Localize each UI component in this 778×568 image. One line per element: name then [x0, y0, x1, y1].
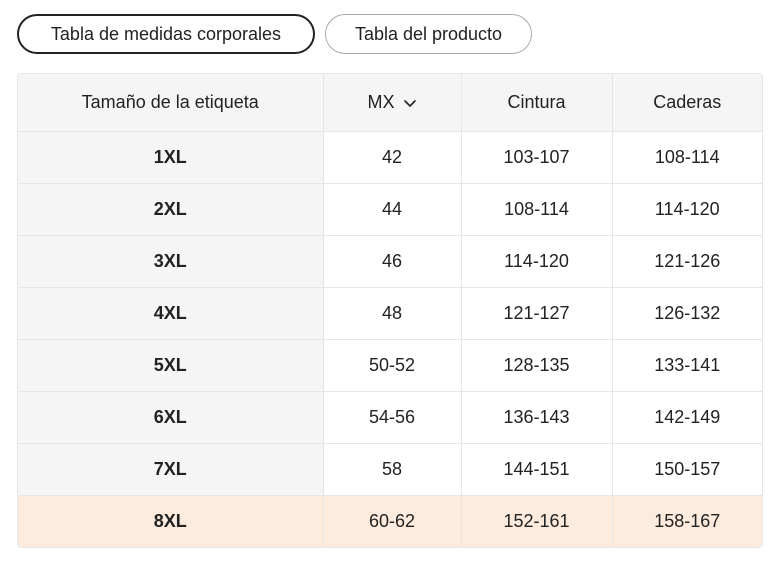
header-hips: Caderas	[611, 74, 762, 132]
row-size-label: 2XL	[18, 183, 323, 236]
row-hips-value: 158-167	[611, 495, 762, 547]
row-mx-value: 44	[322, 183, 461, 236]
row-waist-value: 121-127	[460, 287, 612, 340]
size-table-container: Tamaño de la etiqueta MX Cintura Caderas…	[17, 73, 763, 548]
table-row: 7XL 58 144-151 150-157	[18, 443, 762, 496]
row-hips-value: 114-120	[611, 183, 762, 236]
row-size-label: 8XL	[18, 495, 323, 547]
row-waist-value: 144-151	[460, 443, 612, 496]
table-row: 5XL 50-52 128-135 133-141	[18, 339, 762, 392]
row-mx-value: 48	[322, 287, 461, 340]
row-hips-value: 121-126	[611, 235, 762, 288]
table-row: 1XL 42 103-107 108-114	[18, 131, 762, 184]
header-size-label: Tamaño de la etiqueta	[18, 74, 323, 132]
table-row: 3XL 46 114-120 121-126	[18, 235, 762, 288]
row-hips-value: 150-157	[611, 443, 762, 496]
tab-body-measurements[interactable]: Tabla de medidas corporales	[17, 14, 315, 54]
row-size-label: 7XL	[18, 443, 323, 496]
row-size-label: 5XL	[18, 339, 323, 392]
row-waist-value: 128-135	[460, 339, 612, 392]
region-selector[interactable]: MX	[368, 92, 417, 113]
tab-product[interactable]: Tabla del producto	[325, 14, 532, 54]
row-waist-value: 136-143	[460, 391, 612, 444]
row-mx-value: 60-62	[322, 495, 461, 547]
row-waist-value: 108-114	[460, 183, 612, 236]
table-row: 4XL 48 121-127 126-132	[18, 287, 762, 340]
table-row-highlighted: 8XL 60-62 152-161 158-167	[18, 495, 762, 547]
row-hips-value: 133-141	[611, 339, 762, 392]
row-hips-value: 108-114	[611, 131, 762, 184]
row-mx-value: 58	[322, 443, 461, 496]
header-waist: Cintura	[460, 74, 612, 132]
row-hips-value: 142-149	[611, 391, 762, 444]
row-size-label: 4XL	[18, 287, 323, 340]
table-row: 2XL 44 108-114 114-120	[18, 183, 762, 236]
row-mx-value: 54-56	[322, 391, 461, 444]
row-waist-value: 114-120	[460, 235, 612, 288]
region-label: MX	[367, 92, 395, 112]
size-table: Tamaño de la etiqueta MX Cintura Caderas…	[18, 74, 762, 547]
chevron-down-icon	[403, 99, 416, 107]
row-mx-value: 42	[322, 131, 461, 184]
row-mx-value: 50-52	[322, 339, 461, 392]
header-region[interactable]: MX	[322, 74, 461, 132]
row-size-label: 1XL	[18, 131, 323, 184]
row-size-label: 6XL	[18, 391, 323, 444]
row-mx-value: 46	[322, 235, 461, 288]
row-waist-value: 152-161	[460, 495, 612, 547]
table-header-row: Tamaño de la etiqueta MX Cintura Caderas	[18, 74, 762, 132]
row-waist-value: 103-107	[460, 131, 612, 184]
size-chart-tabs: Tabla de medidas corporales Tabla del pr…	[17, 14, 532, 54]
row-size-label: 3XL	[18, 235, 323, 288]
table-row: 6XL 54-56 136-143 142-149	[18, 391, 762, 444]
row-hips-value: 126-132	[611, 287, 762, 340]
